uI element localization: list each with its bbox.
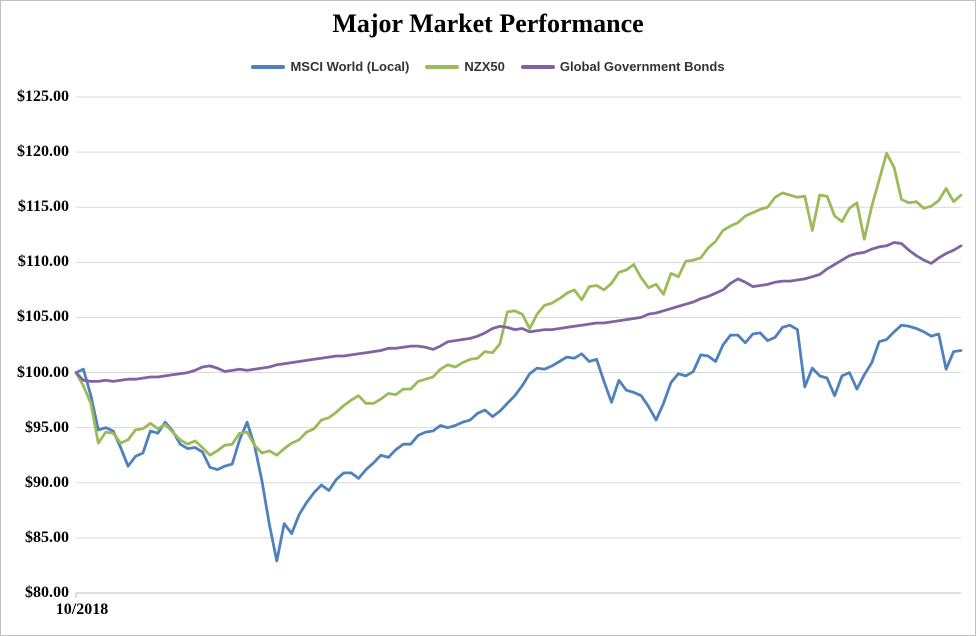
y-axis-tick-label: $110.00 (17, 253, 69, 271)
series-line-nzx50 (74, 151, 963, 457)
series-line-msci-world-local (74, 323, 963, 563)
legend-item-3: Global Government Bonds (520, 59, 725, 74)
y-axis-tick-label: $105.00 (17, 308, 69, 326)
legend-label: MSCI World (Local) (290, 59, 410, 74)
series-line-global-government-bonds (74, 241, 963, 383)
legend-item-2: NZX50 (425, 59, 505, 74)
legend-line-swatch (520, 64, 555, 69)
y-axis-tick-label: $125.00 (17, 88, 69, 105)
legend-label: NZX50 (464, 59, 505, 74)
y-axis-tick-label: $90.00 (25, 473, 69, 491)
legend-item-1: MSCI World (Local) (251, 59, 409, 74)
y-axis-tick-label: $85.00 (25, 528, 69, 546)
y-axis-tick-label: $120.00 (17, 143, 69, 161)
legend: MSCI World (Local) NZX50 Global Government… (1, 59, 975, 74)
y-axis-tick-label: $115.00 (17, 198, 69, 216)
y-axis-tick-label: $80.00 (25, 584, 69, 601)
legend-line-swatch (425, 64, 460, 69)
y-axis-tick-label: $95.00 (25, 418, 69, 436)
y-axis-tick-label: $100.00 (17, 363, 69, 381)
legend-line-swatch (251, 64, 286, 69)
chart-title: Major Market Performance (332, 9, 644, 38)
legend-label: Global Government Bonds (559, 59, 725, 74)
x-axis-tick-label: 10/2018 (55, 601, 109, 618)
